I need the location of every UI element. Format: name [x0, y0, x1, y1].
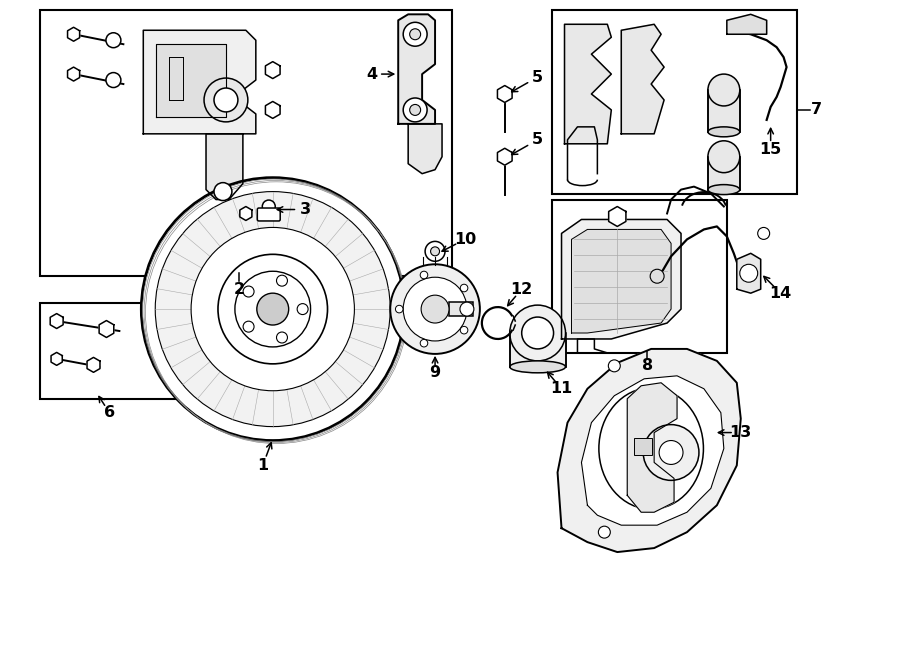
Polygon shape — [621, 24, 664, 134]
Text: 7: 7 — [811, 102, 822, 118]
Circle shape — [106, 73, 121, 87]
FancyBboxPatch shape — [449, 302, 473, 316]
Text: 8: 8 — [642, 358, 652, 373]
Circle shape — [460, 284, 468, 292]
Bar — [708, 157, 740, 190]
Circle shape — [395, 305, 403, 313]
Circle shape — [420, 271, 427, 279]
Text: 11: 11 — [551, 381, 572, 396]
Polygon shape — [409, 124, 442, 174]
Circle shape — [708, 74, 740, 106]
Text: 2: 2 — [233, 282, 245, 297]
Text: 12: 12 — [510, 282, 533, 297]
Circle shape — [403, 98, 427, 122]
Ellipse shape — [708, 127, 740, 137]
Circle shape — [297, 303, 308, 315]
Text: 4: 4 — [367, 67, 378, 81]
Circle shape — [262, 200, 275, 213]
Circle shape — [218, 254, 328, 364]
Bar — [509, 333, 565, 367]
Polygon shape — [727, 15, 767, 34]
Ellipse shape — [708, 184, 740, 194]
Bar — [40, 11, 452, 276]
Ellipse shape — [509, 361, 565, 373]
Circle shape — [204, 78, 248, 122]
Text: 6: 6 — [104, 405, 115, 420]
Polygon shape — [68, 27, 79, 41]
Text: 15: 15 — [760, 142, 782, 157]
Circle shape — [403, 277, 467, 341]
Text: 5: 5 — [532, 69, 544, 85]
FancyBboxPatch shape — [257, 208, 280, 221]
Polygon shape — [572, 229, 671, 333]
Circle shape — [243, 321, 254, 332]
Bar — [552, 11, 796, 194]
Circle shape — [155, 192, 391, 426]
Circle shape — [644, 424, 699, 481]
Circle shape — [243, 286, 254, 297]
Circle shape — [256, 293, 289, 325]
Circle shape — [235, 271, 310, 347]
Circle shape — [509, 305, 565, 361]
Circle shape — [460, 302, 474, 316]
Circle shape — [403, 22, 427, 46]
Circle shape — [276, 275, 287, 286]
Bar — [708, 90, 740, 132]
Bar — [634, 438, 652, 455]
Polygon shape — [498, 85, 512, 102]
Text: 9: 9 — [429, 366, 441, 380]
Text: 5: 5 — [532, 132, 544, 147]
Circle shape — [608, 360, 620, 372]
Text: 1: 1 — [257, 458, 268, 473]
Circle shape — [276, 332, 287, 343]
Polygon shape — [143, 30, 256, 134]
Circle shape — [391, 264, 480, 354]
Polygon shape — [206, 134, 243, 200]
Circle shape — [460, 327, 468, 334]
Polygon shape — [266, 61, 280, 79]
Circle shape — [430, 247, 439, 256]
Circle shape — [650, 269, 664, 283]
Polygon shape — [266, 102, 280, 118]
Circle shape — [106, 33, 121, 48]
Circle shape — [410, 104, 420, 116]
Circle shape — [141, 178, 404, 440]
Polygon shape — [51, 352, 62, 366]
Polygon shape — [157, 44, 226, 117]
Polygon shape — [557, 349, 741, 552]
Polygon shape — [87, 358, 100, 372]
Circle shape — [740, 264, 758, 282]
Circle shape — [214, 88, 238, 112]
Ellipse shape — [598, 388, 704, 509]
Polygon shape — [50, 313, 63, 329]
Polygon shape — [627, 383, 677, 512]
Polygon shape — [737, 253, 760, 293]
Text: 10: 10 — [454, 232, 476, 247]
Circle shape — [420, 339, 427, 347]
Circle shape — [659, 440, 683, 465]
Polygon shape — [581, 376, 724, 525]
Bar — [40, 303, 179, 399]
Circle shape — [410, 29, 420, 40]
Polygon shape — [608, 206, 626, 227]
Polygon shape — [239, 206, 252, 221]
Text: 3: 3 — [300, 202, 311, 217]
Polygon shape — [498, 148, 512, 165]
Polygon shape — [562, 219, 681, 339]
Polygon shape — [99, 321, 113, 338]
Circle shape — [421, 295, 449, 323]
Circle shape — [191, 227, 355, 391]
Text: 13: 13 — [730, 425, 752, 440]
Circle shape — [598, 526, 610, 538]
Bar — [552, 200, 727, 353]
Circle shape — [214, 182, 232, 200]
Circle shape — [758, 227, 770, 239]
Circle shape — [425, 241, 445, 261]
Polygon shape — [68, 67, 79, 81]
Text: 14: 14 — [770, 286, 792, 301]
Polygon shape — [398, 15, 435, 124]
Circle shape — [522, 317, 554, 349]
Circle shape — [708, 141, 740, 173]
Polygon shape — [564, 24, 611, 144]
